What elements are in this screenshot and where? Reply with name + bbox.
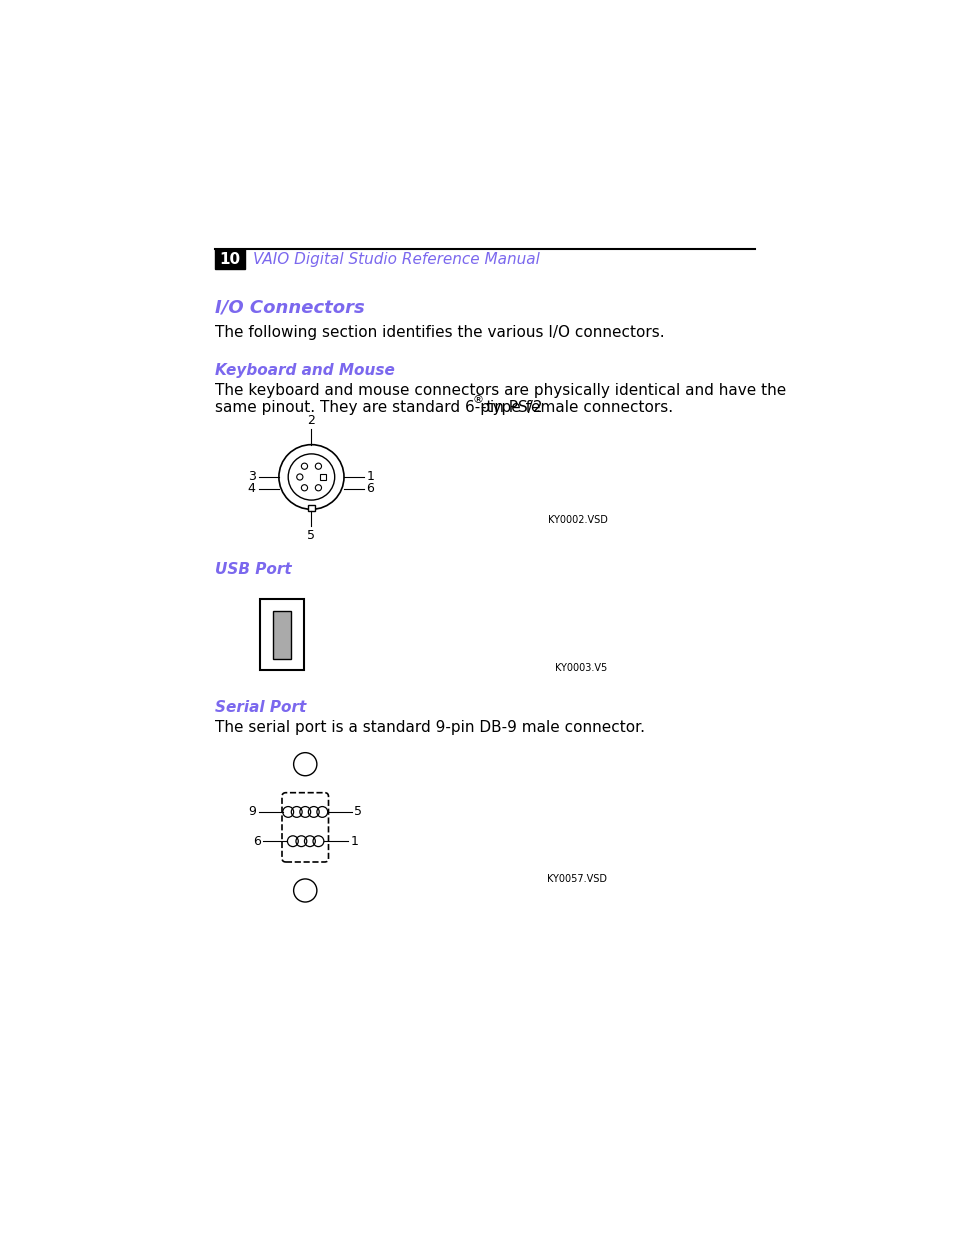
Text: 6: 6 xyxy=(366,482,374,495)
Text: 4: 4 xyxy=(248,482,255,495)
Text: KY0002.VSD: KY0002.VSD xyxy=(547,515,607,525)
Text: VAIO Digital Studio Reference Manual: VAIO Digital Studio Reference Manual xyxy=(253,252,538,267)
Bar xyxy=(215,249,245,269)
Text: The keyboard and mouse connectors are physically identical and have the: The keyboard and mouse connectors are ph… xyxy=(215,383,786,398)
Text: 1: 1 xyxy=(366,471,374,483)
Text: I/O Connectors: I/O Connectors xyxy=(215,299,365,316)
Text: 1: 1 xyxy=(350,835,357,847)
Text: The following section identifies the various I/O connectors.: The following section identifies the var… xyxy=(215,325,664,340)
Text: 6: 6 xyxy=(253,835,261,847)
Text: Keyboard and Mouse: Keyboard and Mouse xyxy=(215,363,395,378)
Text: 5: 5 xyxy=(354,805,362,819)
Text: 2: 2 xyxy=(307,414,315,427)
Text: 5: 5 xyxy=(307,529,315,542)
Bar xyxy=(274,611,291,658)
Text: 3: 3 xyxy=(248,471,255,483)
Text: The serial port is a standard 9-pin DB-9 male connector.: The serial port is a standard 9-pin DB-9… xyxy=(215,720,644,735)
Text: same pinout. They are standard 6-pin PS/2: same pinout. They are standard 6-pin PS/… xyxy=(215,400,542,415)
Text: KY0057.VSD: KY0057.VSD xyxy=(547,873,607,883)
Text: Serial Port: Serial Port xyxy=(215,699,306,715)
Bar xyxy=(307,505,315,511)
Text: -type female connectors.: -type female connectors. xyxy=(480,400,673,415)
Text: ®: ® xyxy=(472,395,483,405)
Text: KY0003.V5: KY0003.V5 xyxy=(555,662,607,673)
Text: 10: 10 xyxy=(219,252,240,267)
Text: 9: 9 xyxy=(249,805,256,819)
Bar xyxy=(259,599,304,671)
Bar xyxy=(319,474,326,480)
Text: USB Port: USB Port xyxy=(215,562,292,577)
